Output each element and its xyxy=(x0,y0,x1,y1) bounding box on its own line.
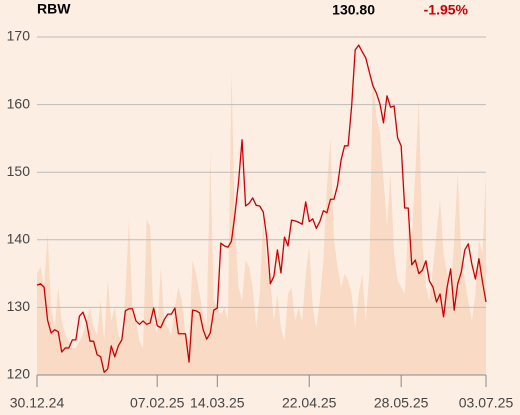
x-tick-label: 14.03.25 xyxy=(190,395,245,411)
y-tick-label: 130 xyxy=(7,298,31,314)
price-line xyxy=(36,44,487,373)
last-price: 130.80 xyxy=(332,2,375,18)
x-tick-label: 03.07.25 xyxy=(459,395,514,411)
x-tick-label: 07.02.25 xyxy=(130,395,185,411)
y-tick-label: 140 xyxy=(7,231,31,247)
volume-area xyxy=(37,70,486,376)
y-tick-label: 120 xyxy=(7,366,31,382)
y-tick-label: 160 xyxy=(7,95,31,111)
price-change: -1.95% xyxy=(424,2,469,18)
x-tick-label: 28.05.25 xyxy=(374,395,429,411)
ticker: RBW xyxy=(37,1,71,17)
y-tick-label: 150 xyxy=(7,163,31,179)
y-tick-label: 170 xyxy=(7,28,31,44)
x-tick-label: 22.04.25 xyxy=(282,395,337,411)
x-tick-label: 30.12.24 xyxy=(10,395,65,411)
